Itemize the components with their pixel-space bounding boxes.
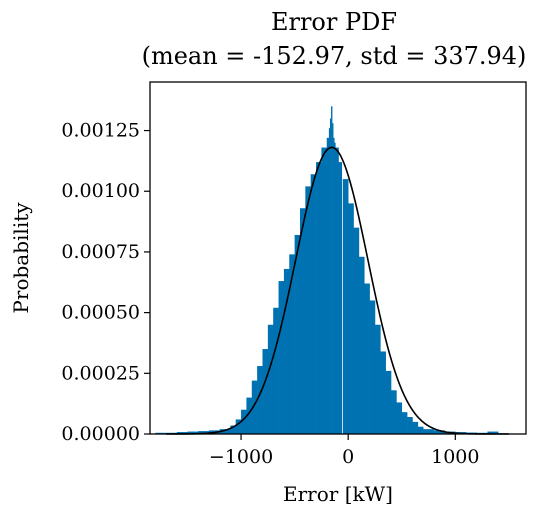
x-axis-label: Error [kW] <box>283 482 393 506</box>
y-axis-ticks: 0.00000 0.00025 0.00050 0.00075 0.00100 0.001… <box>61 120 150 445</box>
normal-fit-curve <box>166 146 509 435</box>
histogram-bar <box>235 419 242 434</box>
chart-subtitle: (mean = -152.97, std = 337.94) <box>142 42 527 70</box>
histogram-bar <box>176 432 188 434</box>
histogram-bar <box>380 351 386 434</box>
histogram-bar <box>316 162 322 434</box>
histogram-bar <box>423 429 435 434</box>
y-tick-label: 0.00050 <box>61 302 140 324</box>
histogram-bar <box>257 366 263 434</box>
histogram-bar <box>321 147 328 434</box>
histogram-bar <box>278 281 285 434</box>
histogram-bar <box>246 397 253 434</box>
histogram-bar <box>326 137 331 435</box>
histogram-bar <box>241 409 247 434</box>
histogram-bar <box>348 203 354 434</box>
histogram-bar <box>407 417 413 434</box>
histogram-bar <box>487 431 499 434</box>
histogram-bar <box>187 431 199 434</box>
histogram-bar <box>299 208 306 434</box>
histogram-bar <box>433 430 445 434</box>
histogram-bar <box>417 426 424 434</box>
histogram-bars <box>155 106 510 435</box>
histogram-bar <box>369 300 376 434</box>
histogram-bar <box>332 123 334 434</box>
x-axis-ticks: −1000 0 1000 <box>209 434 479 468</box>
histogram-bar <box>333 137 335 435</box>
histogram-bar <box>338 162 343 434</box>
y-tick-label: 0.00075 <box>61 241 140 263</box>
histogram-bar <box>331 106 333 434</box>
histogram-bar <box>230 425 236 434</box>
plot-area: −1000 0 1000 0.000000.000250.000500.000750… <box>61 81 527 468</box>
y-axis-label: Probability <box>9 202 33 314</box>
axes-frame <box>149 81 527 435</box>
histogram-bar <box>305 186 311 434</box>
x-tick-label: 1000 <box>431 446 479 468</box>
y-tick-label: 0.00025 <box>61 362 140 384</box>
histogram-bar <box>273 307 279 434</box>
x-tick-label: 0 <box>342 446 354 468</box>
histogram-bar <box>385 370 392 434</box>
histogram-bar <box>289 254 295 434</box>
histogram-bar <box>219 429 231 434</box>
histogram-bar <box>310 174 317 434</box>
x-tick-label: −1000 <box>209 446 273 468</box>
histogram-bar <box>391 390 397 434</box>
histogram-bar <box>374 324 381 434</box>
histogram-bar <box>329 118 332 435</box>
histogram-bar <box>401 412 408 434</box>
y-tick-label: 0.00000 <box>61 423 140 445</box>
histogram-bar <box>342 179 349 434</box>
histogram-bar <box>328 128 331 434</box>
histogram-bar <box>353 227 360 434</box>
histogram-bar <box>283 268 290 434</box>
histogram-bar <box>364 283 370 434</box>
y-tick-label: 0.00125 <box>61 120 140 142</box>
histogram-bar <box>412 421 419 434</box>
chart-title: Error PDF <box>271 8 397 36</box>
histogram-bar <box>198 431 210 434</box>
histogram-bar <box>396 402 403 434</box>
histogram-bar <box>294 234 301 434</box>
histogram-bar <box>334 142 336 435</box>
histogram-bar <box>267 324 274 434</box>
histogram-bar <box>262 349 269 434</box>
histogram-bar <box>335 147 339 434</box>
histogram-bar <box>251 380 258 434</box>
histogram-bar <box>358 256 365 434</box>
y-tick-label: 0.00100 <box>61 180 140 202</box>
